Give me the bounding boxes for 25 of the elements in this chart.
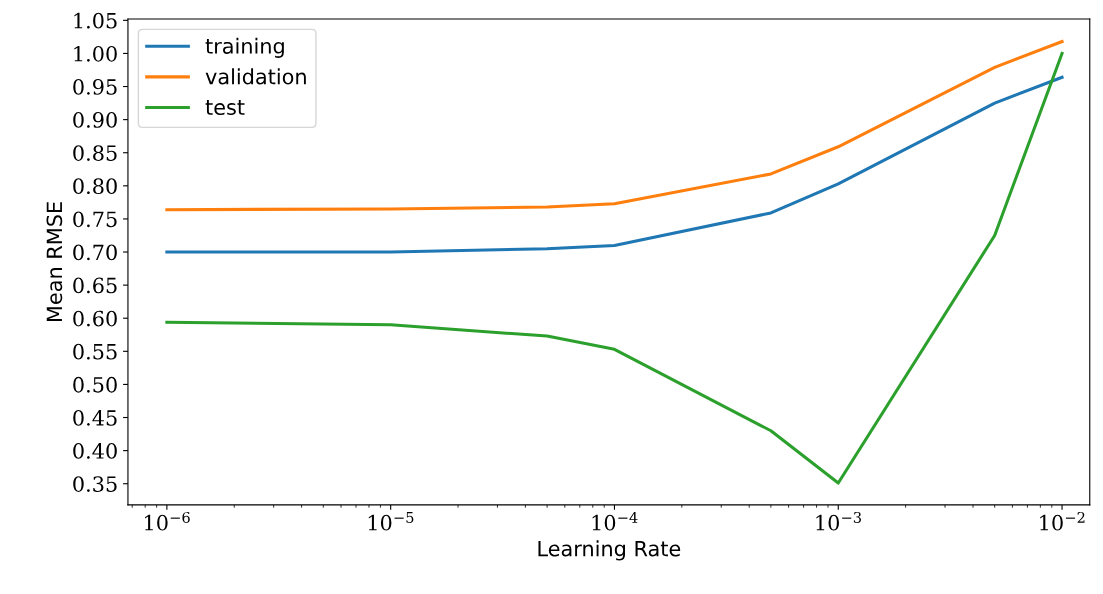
y-tick-label: 1.05 bbox=[74, 12, 117, 29]
x-tick-label: 10$^{−6}$ bbox=[145, 511, 190, 531]
y-tick-label: 0.70 bbox=[73, 244, 117, 261]
legend-label: training bbox=[205, 37, 284, 58]
y-tick-label: 0.75 bbox=[73, 211, 117, 228]
y-tick-label: 0.50 bbox=[73, 376, 117, 393]
x-tick-label: 10$^{−5}$ bbox=[368, 512, 414, 531]
legend-label: test bbox=[205, 100, 245, 116]
y-tick-label: 0.80 bbox=[73, 178, 117, 195]
y-tick-label: 0.95 bbox=[73, 78, 117, 95]
x-tick-label: 10$^{−2}$ bbox=[1040, 511, 1085, 531]
x-tick-label: 10$^{−4}$ bbox=[592, 511, 638, 531]
y-tick-label: 0.90 bbox=[73, 112, 117, 128]
y-axis-title: Mean RMSE bbox=[46, 202, 63, 322]
x-tick-label: 10$^{−3}$ bbox=[816, 511, 861, 531]
y-tick-label: 0.35 bbox=[73, 476, 117, 492]
y-tick-label: 0.85 bbox=[73, 145, 117, 161]
y-tick-label: 0.45 bbox=[73, 409, 117, 426]
legend-label: validation bbox=[205, 68, 306, 85]
y-tick-label: 0.55 bbox=[73, 343, 117, 360]
y-tick-label: 0.60 bbox=[73, 310, 117, 327]
y-tick-label: 0.40 bbox=[73, 443, 117, 459]
x-axis-title: Learning Rate bbox=[538, 540, 681, 561]
y-tick-label: 1.00 bbox=[74, 45, 117, 62]
y-tick-label: 0.65 bbox=[73, 277, 117, 294]
